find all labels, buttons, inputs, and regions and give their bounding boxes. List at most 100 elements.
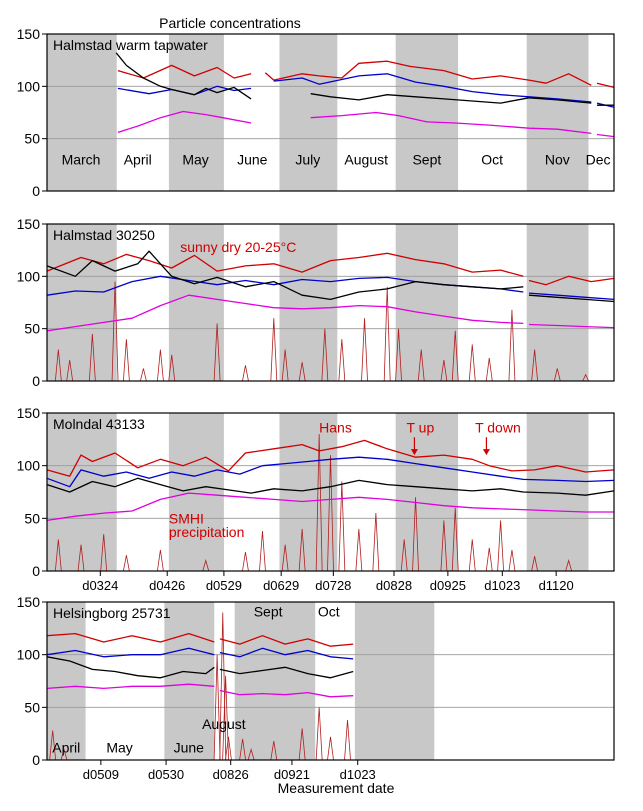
shaded-band [526,34,589,191]
annotation-arrow-head [482,449,490,456]
shaded-band [395,413,459,571]
precipitation-spike [497,520,504,572]
precipitation-spike [440,360,448,382]
y-tick-label: 150 [17,216,41,232]
y-tick-label: 100 [17,647,41,663]
y-tick-label: 0 [32,183,40,199]
precipitation-spike [88,333,96,382]
precipitation-spike [281,349,289,382]
series-magenta-line [596,133,615,138]
y-tick-label: 150 [17,26,41,42]
series-red-line [596,82,615,89]
y-tick-label: 150 [17,405,41,421]
chart-panel-2: 0 50 100 150 Halmstad 30250 sunny dry 20-25°C [17,216,615,389]
precipitation-spike [395,328,402,382]
y-tick-label: 50 [24,131,40,147]
series-magenta-line [46,492,614,522]
annotation-label: precipitation [169,524,245,540]
series-black-line [46,250,524,301]
precipitation-spike [219,612,227,761]
series-blue-line [219,647,354,660]
chart-panel-1: 0 50 100 150 Halmstad warm tapwater March Apri… [17,26,615,199]
shaded-band [168,224,224,381]
precipitation-spike [327,455,334,572]
month-label: June [174,739,205,755]
precipitation-spike [242,365,249,382]
month-label: Oct [481,152,503,168]
series-red-line [264,60,592,86]
month-label: May [182,152,208,168]
precipitation-spike [372,513,380,572]
y-tick-label: 0 [32,752,40,768]
precipitation-spike [100,534,108,572]
x-tick-label: d0426 [149,578,185,593]
plot-frame [46,33,615,192]
precipitation-spike [508,309,516,382]
x-tick-label: d1023 [484,578,520,593]
month-label: March [62,152,101,168]
precipitation-spike [49,730,57,761]
month-label: August [202,716,246,732]
y-tick-label: 100 [17,458,41,474]
precipitation-spike [417,349,425,382]
precipitation-spike [225,736,232,761]
precipitation-spike [485,547,493,572]
precipitation-spike [531,556,539,572]
month-label: Oct [318,603,340,619]
x-tick-label: d0828 [376,578,412,593]
precipitation-spike [213,654,221,761]
precipitation-spike [111,281,119,382]
series-blue-line [46,647,215,658]
precipitation-spike [60,748,68,761]
plot-frame [46,412,615,572]
y-tick-label: 50 [24,321,40,337]
precipitation-spike [140,368,147,382]
precipitation-spike [553,368,561,382]
precipitation-spike [157,349,164,382]
series-magenta-line [528,323,615,329]
precipitation-spike [582,373,590,382]
y-tick-label: 50 [24,699,40,715]
series-red-line [219,635,354,647]
precipitation-spike [400,539,408,572]
series-magenta-line [310,111,592,135]
precipitation-spike [222,675,230,761]
precipitation-spike [157,549,164,572]
precipitation-spike [451,507,459,572]
annotation-label: SMHI [169,510,204,526]
month-label: July [295,152,320,168]
precipitation-spike [77,544,85,572]
x-tick-label: d0921 [274,767,310,782]
precipitation-spike [242,551,249,572]
precipitation-spike [247,748,255,761]
precipitation-spike [213,323,221,382]
x-tick-label: d0324 [82,578,118,593]
series-black-line [219,666,354,679]
precipitation-spike [270,318,278,382]
series-red-line [46,252,524,277]
y-tick-label: 100 [17,268,41,284]
x-tick-label: d0629 [263,578,299,593]
chart-panel-4: 0 50 100 150 d0509 d0530 d0826 d0921 d1023 Helsin… [17,594,615,782]
precipitation-spike [239,738,247,761]
series-black-line [115,52,252,100]
month-label: Nov [545,152,570,168]
shaded-band [279,34,338,191]
series-blue-line [528,292,615,301]
precipitation-spike [321,328,329,382]
precipitation-spike [122,339,130,382]
shaded-band [354,602,435,760]
series-blue-line [273,73,592,103]
x-tick-label: d1023 [340,767,376,782]
precipitation-spike [281,544,289,572]
month-label: May [106,739,132,755]
precipitation-spike [298,528,306,572]
shaded-band [395,224,459,381]
series-black-line [46,477,615,496]
precipitation-spike [202,559,210,572]
figure-title: Particle concentrations [159,15,301,31]
shaded-band [279,224,338,381]
x-tick-label: d0728 [315,578,351,593]
x-axis-label: Measurement date [278,780,395,796]
